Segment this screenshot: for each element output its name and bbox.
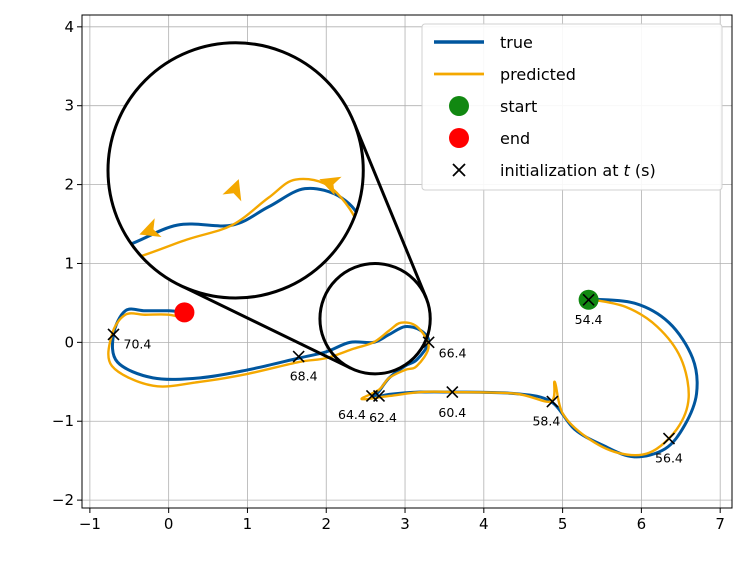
init-label-58.4: 58.4	[532, 414, 560, 429]
x-tick-label: 5	[558, 515, 568, 533]
legend-label: true	[500, 33, 533, 52]
init-marker	[422, 336, 435, 349]
plot-frame	[81, 14, 733, 509]
series-predicted-line	[107, 297, 690, 457]
inset-direction-arrow	[319, 176, 342, 196]
init-marker-x	[292, 350, 305, 363]
y-tick-label: 0	[64, 333, 74, 351]
inset-background	[108, 42, 364, 299]
x-tick-label: 1	[243, 515, 253, 533]
init-marker-x	[422, 336, 435, 349]
legend-label-part: (s)	[630, 161, 656, 180]
y-tick-label: −2	[52, 491, 74, 509]
y-axis-ticks: −2 −1 0 1 2 3 4	[52, 18, 82, 509]
inset-direction-arrow	[222, 179, 242, 202]
legend-entry: initialization at t (s)	[452, 161, 656, 180]
axes-spines	[81, 14, 733, 509]
init-marker-x	[546, 395, 559, 408]
legend-start-swatch	[449, 96, 469, 116]
legend-label: end	[500, 129, 530, 148]
y-tick-label: 1	[64, 254, 74, 272]
init-marker	[662, 432, 676, 445]
init-label-70.4: 70.4	[124, 336, 152, 351]
init-label-62.4: 62.4	[369, 410, 397, 425]
init-marker-x	[582, 293, 595, 306]
end-marker	[174, 302, 195, 323]
markers: 54.4 56.4 58.4 60.4 62.464.4 66.4 68.4 70.4	[107, 289, 683, 466]
arrowhead	[139, 218, 162, 238]
x-tick-label: −1	[79, 515, 101, 533]
legend-entry: true	[434, 33, 533, 52]
inset-border	[106, 41, 365, 300]
init-label-66.4: 66.4	[439, 345, 467, 360]
zoom-target-circle	[318, 262, 432, 376]
init-marker-x	[365, 389, 379, 403]
inset-direction-arrow	[139, 218, 162, 238]
x-tick-label: 7	[715, 515, 725, 533]
legend-entry: predicted	[434, 65, 576, 84]
y-tick-label: 4	[64, 18, 74, 36]
init-marker	[582, 293, 595, 306]
init-marker	[292, 350, 305, 363]
arrowhead	[319, 176, 342, 196]
x-tick-label: 0	[164, 515, 174, 533]
legend-label: initialization at t (s)	[500, 161, 656, 180]
x-tick-label: 3	[400, 515, 410, 533]
legend-label: start	[500, 97, 537, 116]
init-marker	[446, 385, 459, 399]
zoom-connector-line	[352, 121, 428, 299]
init-marker-x	[662, 432, 676, 445]
x-tick-label: 2	[321, 515, 331, 533]
init-label-64.4: 64.4	[338, 407, 366, 422]
init-marker-x	[107, 328, 120, 341]
x-tick-label: 6	[637, 515, 647, 533]
legend-box	[421, 23, 723, 191]
init-marker-x	[446, 385, 459, 399]
x-axis-ticks: −1 0 1 2 3 4 5 6 7	[79, 508, 725, 533]
series-lines	[107, 297, 699, 459]
init-label-60.4: 60.4	[438, 405, 466, 420]
init-label-56.4: 56.4	[655, 451, 683, 466]
init-label-54.4: 54.4	[575, 312, 603, 327]
init-marker	[107, 328, 120, 341]
legend: true predicted start end initialization at t…	[421, 23, 723, 191]
legend-entry: start	[449, 96, 537, 116]
legend-end-swatch	[449, 128, 469, 148]
zoom-connector-line	[179, 283, 352, 370]
legend-label-part: initialization at	[500, 161, 624, 180]
legend-label: predicted	[500, 65, 576, 84]
arrowhead	[222, 179, 242, 202]
y-tick-label: 3	[64, 97, 74, 115]
y-tick-label: −1	[52, 412, 74, 430]
x-tick-label: 4	[479, 515, 489, 533]
legend-init-swatch	[452, 163, 466, 177]
init-label-68.4: 68.4	[290, 369, 318, 384]
y-tick-label: 2	[64, 176, 74, 194]
init-marker	[365, 389, 379, 403]
init-marker	[546, 395, 559, 408]
legend-entry: end	[449, 128, 530, 148]
legend-label-part: t	[624, 161, 631, 180]
